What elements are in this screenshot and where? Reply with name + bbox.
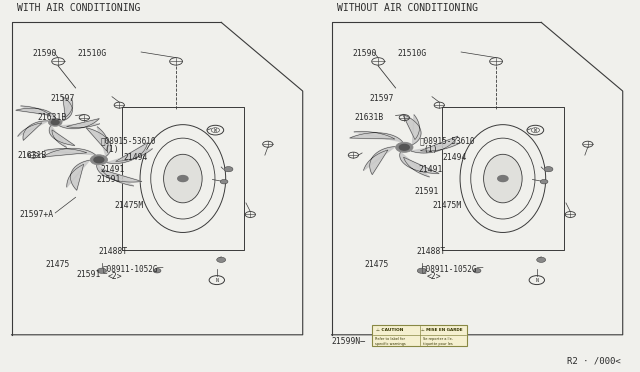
- Circle shape: [417, 268, 426, 273]
- Polygon shape: [49, 126, 75, 147]
- Circle shape: [540, 179, 548, 184]
- Text: 21494: 21494: [443, 153, 467, 162]
- Circle shape: [396, 142, 413, 153]
- Text: 21591: 21591: [415, 187, 439, 196]
- Polygon shape: [60, 119, 100, 129]
- Ellipse shape: [164, 154, 202, 203]
- Text: 21475: 21475: [46, 260, 70, 269]
- Circle shape: [94, 157, 104, 163]
- Text: (1): (1): [423, 145, 438, 154]
- Text: 21597: 21597: [51, 94, 76, 103]
- Text: 21597+A: 21597+A: [19, 210, 54, 219]
- Text: ⓝ08911-1052G: ⓝ08911-1052G: [102, 265, 158, 274]
- Polygon shape: [403, 114, 421, 145]
- Ellipse shape: [484, 154, 522, 203]
- Text: 21590: 21590: [353, 49, 377, 58]
- Circle shape: [97, 268, 106, 273]
- Text: N: N: [216, 278, 218, 283]
- Text: 21491: 21491: [100, 165, 125, 174]
- Circle shape: [49, 118, 62, 126]
- Circle shape: [220, 179, 228, 184]
- Text: 21491: 21491: [419, 165, 444, 174]
- Text: W: W: [214, 128, 217, 133]
- Text: N: N: [536, 278, 538, 283]
- Text: 21475M: 21475M: [433, 201, 462, 209]
- Text: ⚠ CAUTION: ⚠ CAUTION: [376, 328, 404, 332]
- Polygon shape: [349, 132, 403, 142]
- Text: ⓝ08911-1052G: ⓝ08911-1052G: [421, 265, 477, 274]
- Text: ⚠ MISE EN GARDE: ⚠ MISE EN GARDE: [421, 328, 463, 332]
- FancyBboxPatch shape: [372, 325, 467, 346]
- Text: WITHOUT AIR CONDITIONING: WITHOUT AIR CONDITIONING: [337, 3, 477, 13]
- Circle shape: [154, 269, 161, 273]
- Text: Refer to label for
specific warnings: Refer to label for specific warnings: [375, 337, 406, 346]
- Text: 21591: 21591: [96, 175, 120, 184]
- Text: <2>: <2>: [108, 272, 122, 280]
- Circle shape: [51, 120, 59, 125]
- Text: 21599N—: 21599N—: [332, 337, 365, 346]
- Circle shape: [498, 176, 508, 182]
- Text: Ⓦ08915-53610: Ⓦ08915-53610: [419, 137, 475, 145]
- Polygon shape: [62, 97, 73, 121]
- Polygon shape: [364, 147, 395, 174]
- Text: 21631B: 21631B: [18, 151, 47, 160]
- Text: 21494: 21494: [124, 153, 148, 162]
- Text: 21488T: 21488T: [417, 247, 446, 256]
- Text: 21475M: 21475M: [114, 201, 143, 209]
- Text: <2>: <2>: [426, 272, 441, 280]
- Polygon shape: [97, 165, 142, 186]
- Text: 21475: 21475: [364, 260, 388, 269]
- Text: 21510G: 21510G: [398, 49, 427, 58]
- Polygon shape: [16, 106, 55, 118]
- Text: 21591: 21591: [76, 270, 100, 279]
- Text: W: W: [534, 128, 537, 133]
- Circle shape: [474, 269, 481, 273]
- Text: 21631B: 21631B: [37, 113, 67, 122]
- Polygon shape: [107, 143, 152, 163]
- Polygon shape: [18, 121, 49, 140]
- Text: 21510G: 21510G: [78, 49, 107, 58]
- Text: (1): (1): [104, 145, 119, 154]
- Text: 21631B: 21631B: [355, 113, 384, 122]
- Circle shape: [217, 257, 226, 262]
- Text: 21590: 21590: [33, 49, 57, 58]
- Text: 21597: 21597: [369, 94, 394, 103]
- Polygon shape: [86, 127, 111, 156]
- Polygon shape: [42, 148, 95, 157]
- Circle shape: [224, 167, 233, 172]
- Text: Se reporter a l'e-
tiquette pour les: Se reporter a l'e- tiquette pour les: [422, 337, 452, 346]
- Text: Ⓦ08915-53610: Ⓦ08915-53610: [100, 137, 156, 145]
- Polygon shape: [411, 136, 461, 153]
- Text: 21488T: 21488T: [98, 247, 127, 256]
- Circle shape: [399, 144, 409, 150]
- Circle shape: [178, 176, 188, 182]
- Polygon shape: [67, 160, 90, 190]
- Text: R2 · /000<: R2 · /000<: [567, 356, 621, 365]
- Circle shape: [90, 155, 108, 165]
- Text: WITH AIR CONDITIONING: WITH AIR CONDITIONING: [17, 3, 140, 13]
- Circle shape: [544, 167, 553, 172]
- Circle shape: [537, 257, 546, 262]
- Polygon shape: [400, 152, 439, 177]
